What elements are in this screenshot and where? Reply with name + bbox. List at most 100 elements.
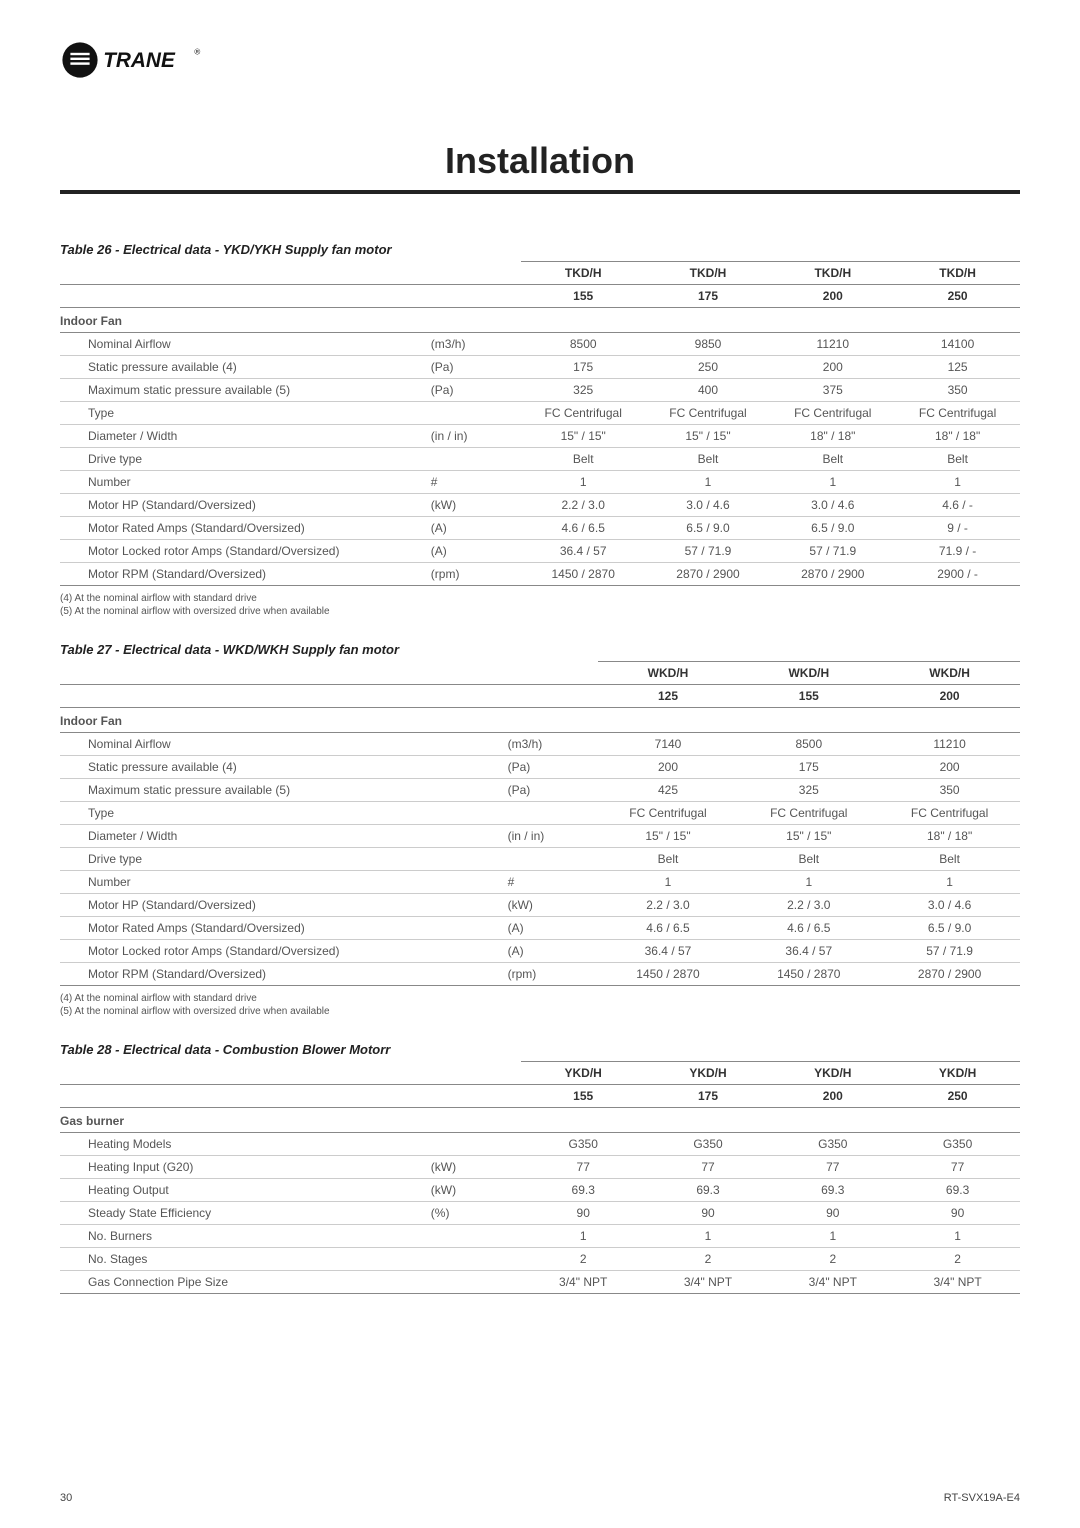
table28-cell: 2	[521, 1248, 646, 1271]
table26: TKD/H TKD/H TKD/H TKD/H 155 175 200 250 …	[60, 261, 1020, 586]
table26-cell: Belt	[770, 448, 895, 471]
table28-cell: 1	[895, 1225, 1020, 1248]
table27-col0: WKD/H	[598, 662, 739, 685]
svg-text:TRANE: TRANE	[103, 49, 176, 72]
table27-cell: 7140	[598, 733, 739, 756]
table27-row-label: Drive type	[60, 848, 502, 871]
table28-row-unit: (kW)	[425, 1179, 521, 1202]
table26-row-unit	[425, 448, 521, 471]
table27-row-label: Motor Rated Amps (Standard/Oversized)	[60, 917, 502, 940]
footnotes-1: (4) At the nominal airflow with standard…	[60, 592, 1020, 618]
table28-sub3: 250	[895, 1085, 1020, 1108]
table-row: Motor RPM (Standard/Oversized)(rpm)1450 …	[60, 563, 1020, 586]
table-row: Gas Connection Pipe Size3/4" NPT3/4" NPT…	[60, 1271, 1020, 1294]
table26-row-label: Type	[60, 402, 425, 425]
table26-row-label: Maximum static pressure available (5)	[60, 379, 425, 402]
table26-cell: 6.5 / 9.0	[770, 517, 895, 540]
table28-cell: 3/4" NPT	[521, 1271, 646, 1294]
table27-row-unit: (Pa)	[502, 779, 598, 802]
table26-cell: 1	[895, 471, 1020, 494]
table26-cell: 200	[770, 356, 895, 379]
table27-cell: 11210	[879, 733, 1020, 756]
table27-cell: 175	[738, 756, 879, 779]
table26-cell: FC Centrifugal	[770, 402, 895, 425]
table27-cell: 8500	[738, 733, 879, 756]
table28-sub0: 155	[521, 1085, 646, 1108]
table27-cell: 325	[738, 779, 879, 802]
table28-row-unit	[425, 1225, 521, 1248]
table-row: Maximum static pressure available (5)(Pa…	[60, 379, 1020, 402]
table27-cell: 18" / 18"	[879, 825, 1020, 848]
table27-cell: 36.4 / 57	[598, 940, 739, 963]
table-row: Drive typeBeltBeltBeltBelt	[60, 448, 1020, 471]
table26-row-unit: (Pa)	[425, 379, 521, 402]
table27-cell: 15" / 15"	[598, 825, 739, 848]
table26-col3: TKD/H	[895, 262, 1020, 285]
table26-row-label: Nominal Airflow	[60, 333, 425, 356]
table27-cell: 1450 / 2870	[598, 963, 739, 986]
table28-cell: 1	[770, 1225, 895, 1248]
footnote-5a: (5) At the nominal airflow with oversize…	[60, 605, 1020, 618]
table28-row-label: Heating Output	[60, 1179, 425, 1202]
footnote-4b: (4) At the nominal airflow with standard…	[60, 992, 1020, 1005]
table26-cell: Belt	[521, 448, 646, 471]
table28-cell: 3/4" NPT	[895, 1271, 1020, 1294]
table28-row-unit	[425, 1133, 521, 1156]
table27-cell: Belt	[879, 848, 1020, 871]
table28-cell: 90	[521, 1202, 646, 1225]
table26-caption: Table 26 - Electrical data - YKD/YKH Sup…	[60, 242, 1020, 257]
table26-cell: 15" / 15"	[521, 425, 646, 448]
table28-cell: 69.3	[770, 1179, 895, 1202]
table-row: Number#1111	[60, 471, 1020, 494]
table28-row-unit: (%)	[425, 1202, 521, 1225]
table26-cell: 350	[895, 379, 1020, 402]
page-title: Installation	[60, 140, 1020, 182]
table27-cell: 200	[879, 756, 1020, 779]
table26-cell: 1450 / 2870	[521, 563, 646, 586]
table27-row-unit: (Pa)	[502, 756, 598, 779]
table-row: Motor RPM (Standard/Oversized)(rpm)1450 …	[60, 963, 1020, 986]
table27-cell: 1	[738, 871, 879, 894]
table27-cell: FC Centrifugal	[738, 802, 879, 825]
table28-col2: YKD/H	[770, 1062, 895, 1085]
page-footer: 30 RT-SVX19A-E4	[60, 1492, 1020, 1504]
table27-cell: 2870 / 2900	[879, 963, 1020, 986]
table26-row-label: Motor RPM (Standard/Oversized)	[60, 563, 425, 586]
table28-sub2: 200	[770, 1085, 895, 1108]
table-row: Number#111	[60, 871, 1020, 894]
table26-cell: 57 / 71.9	[770, 540, 895, 563]
table27-cell: 200	[598, 756, 739, 779]
table27-sub0: 125	[598, 685, 739, 708]
table28-cell: 69.3	[521, 1179, 646, 1202]
table26-body: Indoor FanNominal Airflow(m3/h)850098501…	[60, 308, 1020, 586]
table26-row-unit: (rpm)	[425, 563, 521, 586]
table28-row-label: No. Stages	[60, 1248, 425, 1271]
table27-row-label: Motor HP (Standard/Oversized)	[60, 894, 502, 917]
table28-cell: 69.3	[895, 1179, 1020, 1202]
table28-cell: 1	[521, 1225, 646, 1248]
table27-row-label: Type	[60, 802, 502, 825]
table28-cell: 2	[770, 1248, 895, 1271]
table27-body: Indoor FanNominal Airflow(m3/h)714085001…	[60, 708, 1020, 986]
table28-cell: 69.3	[646, 1179, 771, 1202]
table-row: Heating Input (G20)(kW)77777777	[60, 1156, 1020, 1179]
table27-section: Indoor Fan	[60, 708, 1020, 733]
table27-cell: 36.4 / 57	[738, 940, 879, 963]
table26-cell: 11210	[770, 333, 895, 356]
table-row: Motor HP (Standard/Oversized)(kW)2.2 / 3…	[60, 494, 1020, 517]
table27-cell: 1450 / 2870	[738, 963, 879, 986]
table26-col2: TKD/H	[770, 262, 895, 285]
table27-row-label: Maximum static pressure available (5)	[60, 779, 502, 802]
table26-cell: 18" / 18"	[770, 425, 895, 448]
trane-logo: TRANE ®	[60, 40, 220, 80]
table26-sub1: 175	[646, 285, 771, 308]
table26-cell: 15" / 15"	[646, 425, 771, 448]
table27-cell: 1	[879, 871, 1020, 894]
table26-cell: 2870 / 2900	[770, 563, 895, 586]
table-row: Diameter / Width(in / in)15" / 15"15" / …	[60, 425, 1020, 448]
table26-row-unit: (m3/h)	[425, 333, 521, 356]
table27-cell: 4.6 / 6.5	[738, 917, 879, 940]
table26-row-label: Diameter / Width	[60, 425, 425, 448]
table28-cell: 3/4" NPT	[770, 1271, 895, 1294]
table26-row-unit	[425, 402, 521, 425]
